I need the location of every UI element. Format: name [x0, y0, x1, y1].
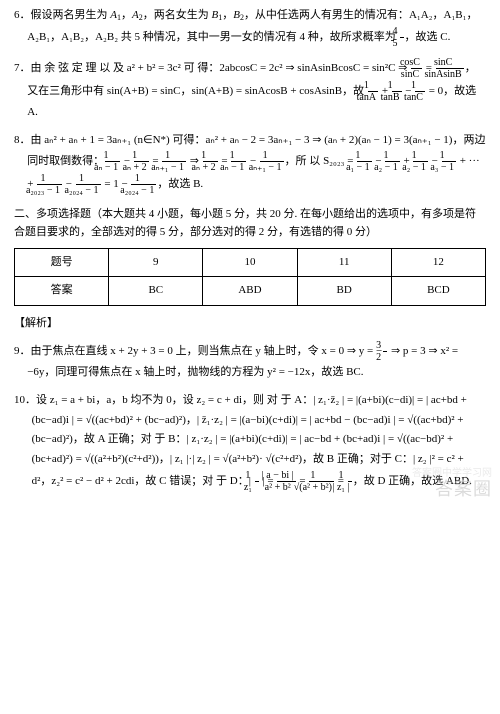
q7-num: 7． — [14, 62, 31, 74]
answers-table: 题号 9 10 11 12 答案 BC ABD BD BCD — [14, 248, 486, 307]
table-cell: ABD — [203, 277, 297, 306]
table-row: 题号 9 10 11 12 — [15, 248, 486, 277]
table-cell: 11 — [297, 248, 391, 277]
q9-num: 9． — [14, 345, 31, 357]
q10-num: 10． — [14, 394, 36, 406]
table-cell: 12 — [391, 248, 485, 277]
table-cell: 10 — [203, 248, 297, 277]
table-row: 答案 BC ABD BD BCD — [15, 277, 486, 306]
q8-num: 8． — [14, 134, 31, 146]
q6-num: 6． — [14, 9, 31, 21]
table-cell: BD — [297, 277, 391, 306]
table-cell: 题号 — [15, 248, 109, 277]
table-cell: BC — [109, 277, 203, 306]
fraction: 45 — [400, 26, 404, 49]
question-7: 7．由 余 弦 定 理 以 及 a² + b² = 3c² 可 得：2abcos… — [14, 57, 486, 123]
table-cell: 答案 — [15, 277, 109, 306]
analysis-label: 【解析】 — [14, 314, 486, 334]
question-9: 9．由于焦点在直线 x + 2y + 3 = 0 上，则当焦点在 y 轴上时，令… — [14, 340, 486, 383]
section-2-title: 二、多项选择题（本大题共 4 小题，每小题 5 分，共 20 分. 在每小题给出… — [14, 206, 486, 241]
table-cell: 9 — [109, 248, 203, 277]
question-8: 8．由 aₙ² + aₙ + 1 = 3aₙ₊₁ (n∈N*) 可得：aₙ² +… — [14, 131, 486, 197]
table-cell: BCD — [391, 277, 485, 306]
question-6: 6．假设两名男生为 A1，A2，两名女生为 B1，B2，从中任选两人有男生的情况… — [14, 6, 486, 49]
watermark-main: 答案圈 — [435, 473, 492, 505]
